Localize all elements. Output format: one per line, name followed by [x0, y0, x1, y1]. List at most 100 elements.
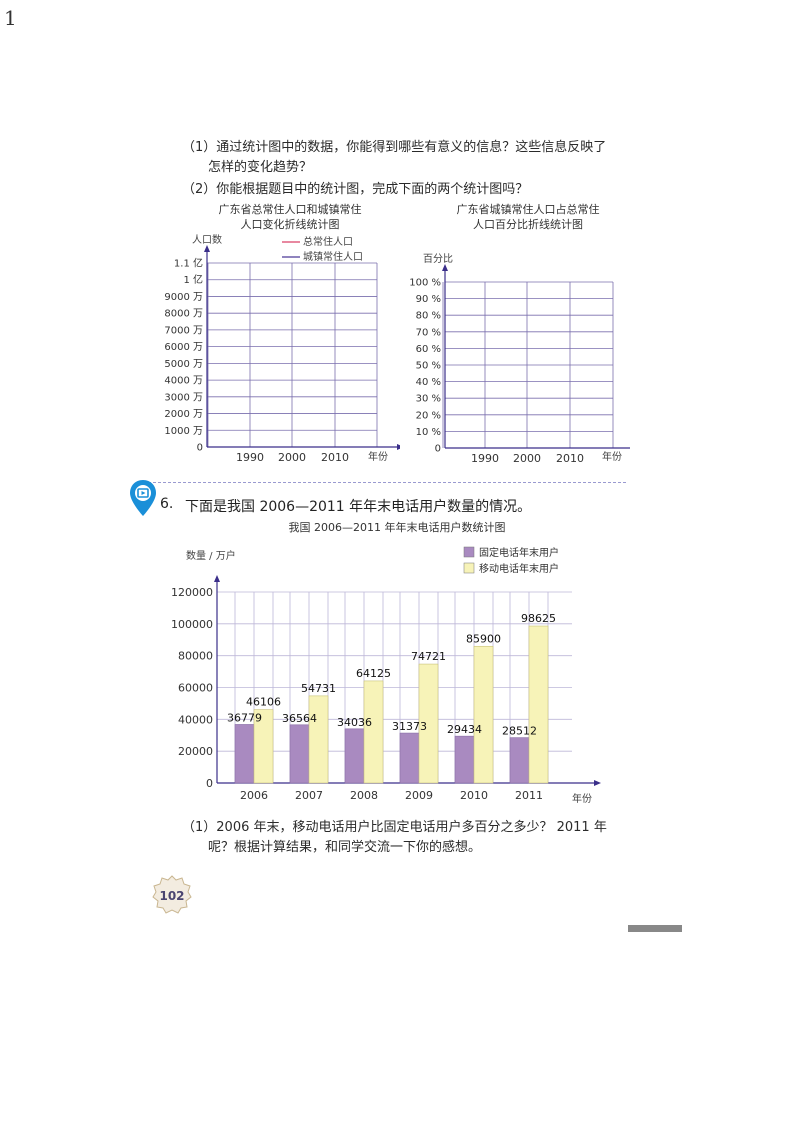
label-fixed-2006: 36779 — [227, 711, 262, 724]
c2-y-tick-label: 30 % — [416, 394, 441, 405]
x-tick-2007: 2007 — [295, 789, 323, 802]
legend-total-label: 总常住人口 — [303, 235, 353, 248]
chart2-x-ticks: 1990 2000 2010 — [471, 452, 584, 465]
problem-6-text: 下面是我国 2006—2011 年年末电话用户数量的情况。 — [185, 499, 532, 515]
c2-y-tick-label: 80 % — [416, 311, 441, 322]
location-pin-icon — [130, 480, 156, 516]
chart1-x-ticks: 1990 2000 2010 — [236, 451, 349, 464]
bar-fixed-2010 — [454, 735, 475, 784]
c2-y-tick-label: 40 % — [416, 377, 441, 388]
label-fixed-2011: 28512 — [502, 725, 537, 738]
legend-mobile-label: 移动电话年末用户 — [479, 562, 559, 575]
label-mobile-2010: 85900 — [466, 632, 501, 645]
chart2-title-line2: 人口百分比折线统计图 — [473, 218, 583, 231]
c1-y-tick-label: 6000 万 — [164, 342, 203, 353]
x-tick-2008: 2008 — [350, 789, 378, 802]
label-mobile-2011: 98625 — [521, 612, 556, 625]
chart1-y-ticks: 0 1000 万 2000 万 3000 万 4000 万 5000 万 6000 万 700… — [164, 257, 203, 454]
c1-y-tick-label: 1 亿 — [183, 273, 203, 286]
c1-x-tick-label: 1990 — [236, 451, 264, 464]
legend-fixed-label: 固定电话年末用户 — [479, 546, 559, 559]
c2-x-tick-label: 2010 — [556, 452, 584, 465]
bar-mobile-2010 — [473, 645, 494, 784]
chart1-title-line1: 广东省总常住人口和城镇常住 — [218, 203, 362, 216]
c1-x-arrow — [397, 444, 400, 450]
corner-number: 1 — [4, 6, 17, 30]
bar-fixed-2007 — [289, 724, 310, 784]
c3-y-tick-label: 60000 — [178, 682, 213, 695]
chart3-ylabel: 数量 / 万户 — [186, 549, 236, 562]
chart1-ylabel: 人口数 — [192, 233, 222, 246]
bar-mobile-2008 — [363, 680, 384, 784]
x-tick-2010: 2010 — [460, 789, 488, 802]
label-mobile-2009: 74721 — [411, 650, 446, 663]
c3-x-arrow — [594, 780, 601, 786]
chart1-grid — [204, 245, 400, 450]
page-number-badge: 102 — [152, 875, 192, 914]
bar-fixed-2009 — [399, 732, 420, 784]
c1-y-tick-label: 4000 万 — [164, 376, 203, 387]
c2-y-arrow — [442, 264, 448, 271]
question-b1-line2: 呢？根据计算结果，和同学交流一下你的感想。 — [208, 840, 482, 855]
c2-y-tick-label: 10 % — [416, 427, 441, 438]
label-mobile-2006: 46106 — [246, 696, 281, 709]
question-2: （2）你能根据题目中的统计图，完成下面的两个统计图吗？ — [182, 182, 529, 197]
c3-y-tick-label: 40000 — [178, 713, 213, 726]
label-fixed-2010: 29434 — [447, 723, 482, 736]
question-1-line1: （1）通过统计图中的数据，你能得到哪些有意义的信息？这些信息反映了 — [182, 140, 607, 155]
chart2-grid — [442, 264, 630, 449]
label-fixed-2008: 34036 — [337, 716, 372, 729]
c2-y-tick-label: 50 % — [416, 361, 441, 372]
bar-fixed-2008 — [344, 728, 365, 784]
c1-y-tick-label: 1.1 亿 — [174, 257, 203, 270]
bar-fixed-2006 — [234, 724, 255, 784]
c1-y-tick-label: 8000 万 — [164, 309, 203, 320]
c1-y-arrow — [204, 245, 210, 252]
bar-mobile-2009 — [418, 663, 439, 784]
label-mobile-2007: 54731 — [301, 682, 336, 695]
chart2-xlabel: 年份 — [602, 450, 622, 463]
legend-fixed-swatch — [463, 546, 475, 558]
x-tick-2006: 2006 — [240, 789, 268, 802]
section-divider — [148, 482, 626, 483]
c2-y-tick-label: 0 — [435, 444, 441, 455]
c3-y-tick-label: 20000 — [178, 745, 213, 758]
bar-mobile-2011 — [528, 625, 549, 784]
chart2-title-line1: 广东省城镇常住人口占总常住 — [456, 203, 600, 216]
chart2-y-ticks: 0 10 % 20 % 30 % 40 % 50 % 60 % 70 % 80 % 90 % 100… — [409, 278, 441, 455]
chart3-xlabel: 年份 — [572, 792, 592, 805]
c1-x-tick-label: 2000 — [278, 451, 306, 464]
c2-y-tick-label: 60 % — [416, 344, 441, 355]
decorative-bar — [628, 925, 682, 932]
population-line-chart: 0 1000 万 2000 万 3000 万 4000 万 5000 万 6000 万 700… — [164, 233, 400, 464]
bar-mobile-2007 — [308, 695, 329, 784]
c3-y-tick-label: 0 — [206, 777, 213, 790]
bar-mobile-2006 — [253, 709, 274, 784]
x-tick-2009: 2009 — [405, 789, 433, 802]
legend-urban-label: 城镇常住人口 — [303, 250, 363, 263]
chart3-x-ticks: 2006 2007 2008 2009 2010 2011 — [240, 789, 543, 802]
chart3-title: 我国 2006—2011 年年末电话用户数统计图 — [288, 521, 506, 534]
problem-6-number: 6. — [160, 496, 174, 512]
percentage-line-chart: 0 10 % 20 % 30 % 40 % 50 % 60 % 70 % 80 % 90 % 100… — [409, 253, 630, 465]
c3-y-arrow — [214, 575, 220, 582]
c1-y-tick-label: 3000 万 — [164, 392, 203, 403]
c1-x-tick-label: 2010 — [321, 451, 349, 464]
page-number: 102 — [159, 889, 184, 903]
legend-mobile-swatch — [463, 562, 475, 574]
label-fixed-2009: 31373 — [392, 720, 427, 733]
chart3-y-ticks: 0 20000 40000 60000 80000 100000 120000 — [171, 586, 213, 790]
c2-x-tick-label: 1990 — [471, 452, 499, 465]
chart1-title: 广东省总常住人口和城镇常住 人口变化折线统计图 — [190, 202, 390, 232]
telephone-users-bar-chart: 数量 / 万户 固定电话年末用户 移动电话年末用户 0 20000 40000 600… — [171, 546, 601, 805]
chart2-title: 广东省城镇常住人口占总常住 人口百分比折线统计图 — [428, 202, 628, 232]
label-fixed-2007: 36564 — [282, 712, 317, 725]
chart1-title-line2: 人口变化折线统计图 — [240, 218, 340, 231]
chart3-bars — [234, 625, 549, 784]
question-1-line2: 怎样的变化趋势？ — [208, 160, 313, 175]
c1-y-tick-label: 5000 万 — [164, 359, 203, 370]
c2-y-tick-label: 90 % — [416, 294, 441, 305]
c1-y-tick-label: 2000 万 — [164, 409, 203, 420]
label-mobile-2008: 64125 — [356, 667, 391, 680]
